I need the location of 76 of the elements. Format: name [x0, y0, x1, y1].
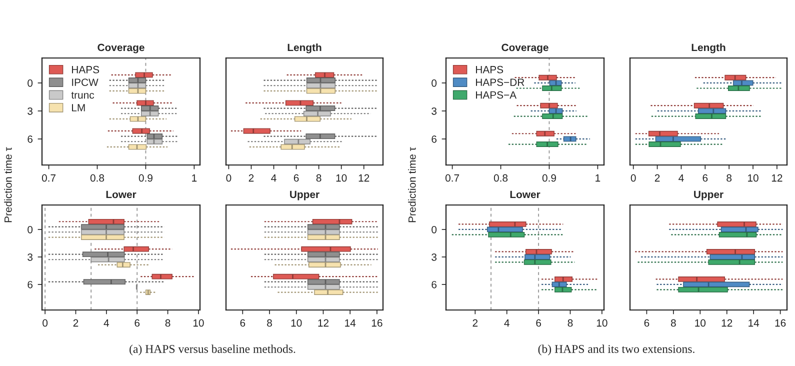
x-tick-label: 1	[192, 174, 197, 182]
legend-label: HAPS−DR	[476, 78, 524, 86]
x-tick-label: 6	[294, 174, 299, 182]
chart-title: Coverage	[502, 44, 548, 54]
y-axis-title: Prediction time τ	[4, 147, 12, 222]
y-tick-label: 0	[432, 79, 437, 87]
y-tick-label: 3	[432, 107, 437, 115]
x-tick-label: 4	[104, 319, 110, 327]
x-tick-label: 0.8	[494, 174, 508, 182]
x-tick-label: 8	[165, 319, 170, 327]
x-tick-label: 8	[568, 319, 573, 327]
y-tick-label: 0	[432, 226, 437, 234]
chart-title: Length	[288, 44, 322, 54]
x-tick-label: 10	[291, 319, 302, 327]
x-tick-label: 6	[644, 319, 650, 327]
legend-label: LM	[72, 104, 85, 112]
y-axis-title: Prediction time τ	[408, 147, 416, 222]
legend-label: HAPS	[476, 66, 504, 74]
chart-title: Coverage	[98, 44, 144, 54]
x-tick-label: 6	[536, 319, 541, 327]
x-tick-label: 12	[772, 174, 782, 182]
y-tick-label: 0	[28, 226, 33, 234]
y-tick-label: 0	[28, 79, 33, 87]
x-tick-label: 12	[722, 319, 732, 327]
x-tick-label: 16	[372, 319, 382, 327]
x-tick-label: 2	[654, 174, 660, 182]
x-tick-label: 0.9	[138, 174, 152, 182]
chart-title: Lower	[510, 190, 540, 198]
x-tick-label: 0.7	[42, 174, 56, 182]
x-tick-label: 8	[670, 319, 676, 327]
x-tick-label: 10	[336, 174, 347, 182]
x-tick-label: 2	[472, 319, 478, 327]
x-tick-label: 10	[748, 174, 758, 182]
x-tick-label: 6	[134, 319, 140, 327]
x-tick-label: 1	[596, 174, 600, 182]
x-tick-label: 8	[267, 319, 272, 327]
x-tick-label: 12	[318, 319, 329, 327]
x-tick-label: 8	[726, 174, 732, 182]
y-tick-label: 6	[28, 135, 33, 143]
x-tick-label: 0	[630, 174, 636, 182]
x-tick-label: 6	[240, 319, 246, 327]
x-tick-label: 0	[226, 174, 232, 182]
y-tick-label: 3	[28, 253, 33, 261]
legend-label: HAPS	[72, 66, 100, 74]
x-tick-label: 14	[748, 319, 760, 327]
x-tick-label: 4	[504, 319, 510, 327]
x-tick-label: 16	[775, 319, 786, 327]
x-tick-label: 4	[678, 174, 684, 182]
x-tick-label: 8	[316, 174, 322, 182]
x-tick-label: 0.9	[542, 174, 556, 182]
x-tick-label: 10	[695, 319, 706, 327]
x-tick-label: 2	[73, 319, 78, 327]
x-tick-label: 4	[271, 174, 276, 182]
y-tick-label: 3	[432, 253, 437, 261]
chart-title: Upper	[694, 190, 724, 200]
chart-title: Length	[692, 44, 726, 54]
x-tick-label: 10	[596, 319, 608, 327]
y-tick-label: 6	[432, 135, 437, 143]
x-tick-label: 2	[248, 174, 254, 182]
x-tick-label: 10	[193, 319, 204, 327]
chart-title: Upper	[290, 190, 320, 200]
legend-label: trunc	[71, 92, 94, 99]
x-tick-label: 0.8	[90, 174, 104, 182]
x-tick-label: 0.7	[445, 174, 460, 182]
x-tick-label: 12	[358, 174, 370, 182]
x-tick-label: 6	[702, 174, 708, 182]
text: (b) HAPS and its two extensions.	[538, 344, 694, 356]
x-tick-label: 0	[42, 319, 48, 327]
legend-label: HAPS−A	[476, 91, 517, 99]
legend-label: IPCW	[72, 78, 98, 86]
chart-title: Lower	[106, 190, 136, 198]
text: (a) HAPS versus baseline methods.	[130, 344, 296, 356]
y-tick-label: 3	[28, 107, 33, 115]
y-tick-label: 6	[432, 280, 437, 288]
y-tick-label: 6	[28, 280, 33, 288]
x-tick-label: 14	[345, 319, 356, 327]
